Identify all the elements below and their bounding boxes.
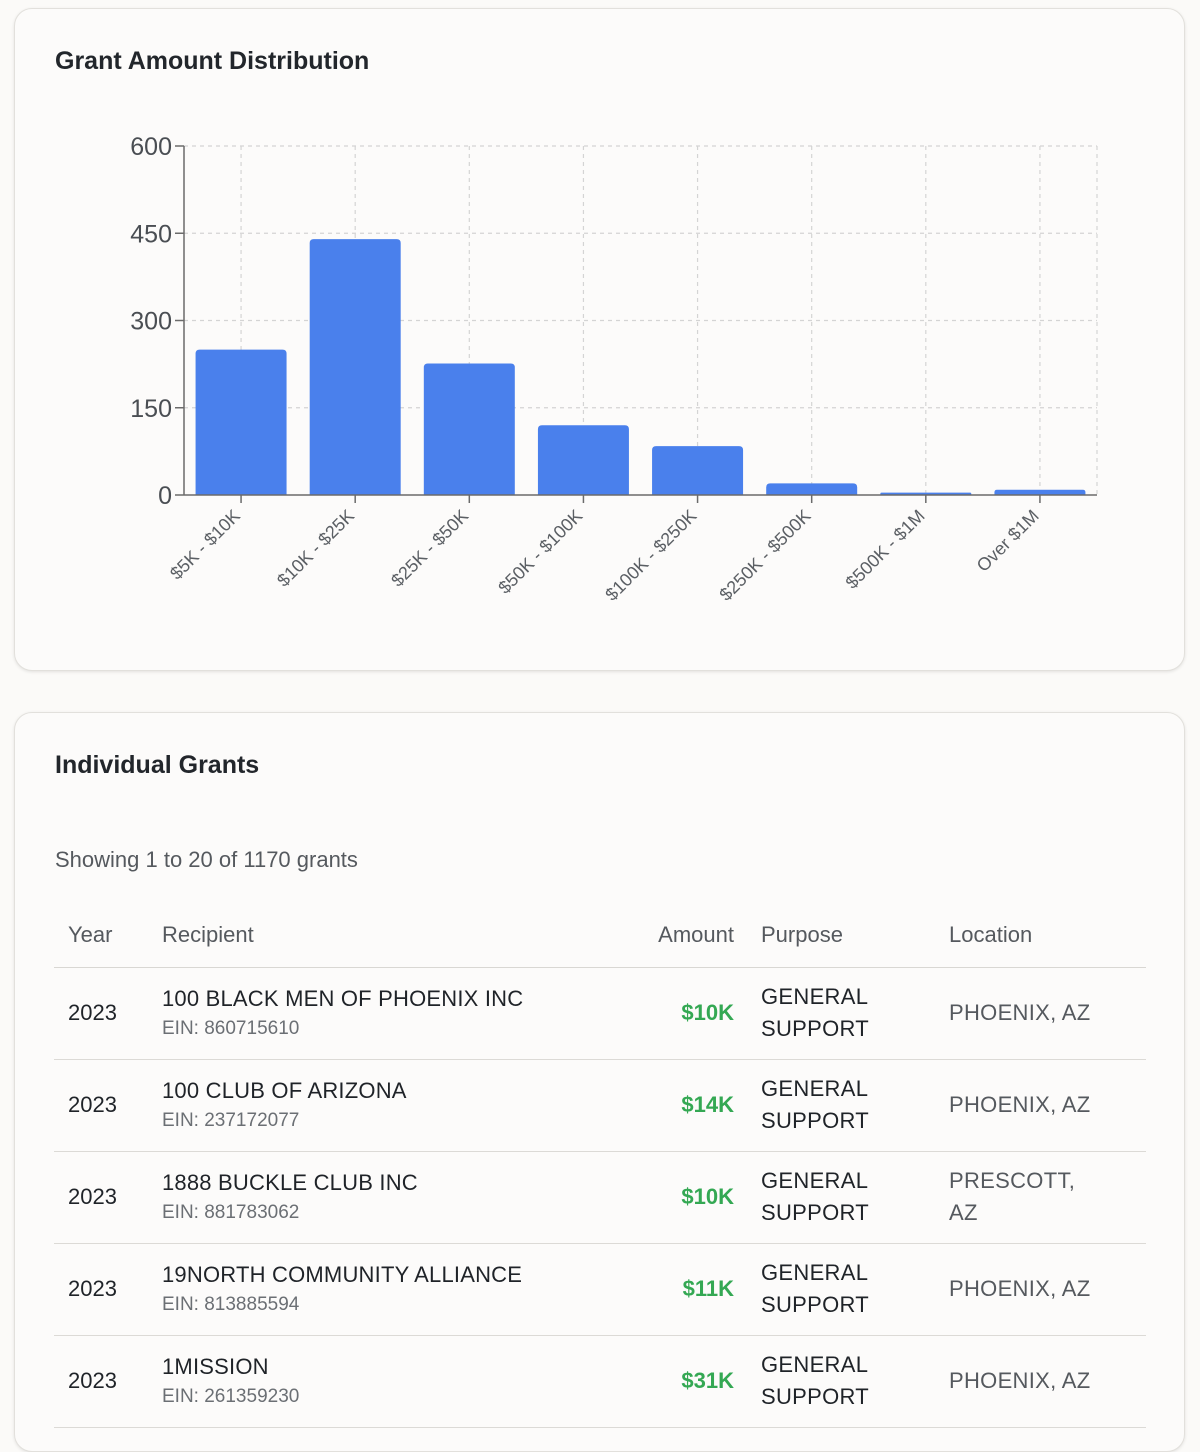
x-tick-label: $5K - $10K: [166, 506, 244, 584]
row-location: PHOENIX, AZ: [949, 1243, 1146, 1336]
table-row[interactable]: 2023 1MISSION EIN: 261359230 $31K GENERAL SU…: [54, 1335, 1146, 1428]
row-recipient: 100 BLACK MEN OF PHOENIX INC EIN: 8607156…: [162, 967, 630, 1060]
bar-chart: 0 150 300 450 600 $5K - $10K $10K - $25K $25K -…: [130, 133, 1098, 605]
location-value: PRESCOTT, AZ: [949, 1168, 1076, 1225]
amount-value: $10K: [681, 1184, 734, 1209]
y-tick-label: 300: [130, 308, 172, 336]
row-year: 2023: [54, 967, 162, 1060]
row-location: PHOENIX, AZ: [949, 967, 1146, 1060]
row-year: 2023: [54, 1243, 162, 1336]
y-tick-label: 450: [130, 220, 172, 248]
row-amount: $10K: [630, 967, 734, 1060]
recipient-name[interactable]: 19NORTH COMMUNITY ALLIANCE: [162, 1262, 523, 1287]
bar: [994, 489, 1086, 495]
column-header-recipient[interactable]: Recipient: [162, 903, 630, 968]
bar: [309, 239, 401, 495]
recipient-ein: EIN: 237172077: [162, 1110, 300, 1131]
row-purpose: GENERAL SUPPORT: [734, 1243, 949, 1336]
table-row[interactable]: 2023 19NORTH COMMUNITY ALLIANCE EIN: 81388…: [54, 1243, 1146, 1336]
column-header-amount[interactable]: Amount: [630, 903, 734, 968]
row-purpose: GENERAL SUPPORT: [734, 1335, 949, 1428]
row-recipient: 1888 BUCKLE CLUB INC EIN: 881783062: [162, 1151, 630, 1244]
location-value: PHOENIX, AZ: [949, 1000, 1091, 1025]
row-amount: $10K: [630, 1151, 734, 1244]
bar: [195, 349, 287, 495]
row-year: 2023: [54, 1335, 162, 1428]
x-tick-label: $500K - $1M: [842, 506, 929, 593]
y-tick-label: 600: [130, 133, 172, 161]
bar: [766, 483, 858, 495]
bar: [423, 363, 515, 495]
chart-title: Grant Amount Distribution: [55, 47, 370, 75]
row-recipient: 1MISSION EIN: 261359230: [162, 1335, 630, 1428]
y-tick-label: 150: [130, 395, 172, 423]
chart-card: Grant Amount Distribution 0 150 300 450 600 $…: [14, 8, 1185, 671]
amount-value: $14K: [681, 1092, 734, 1117]
column-header-purpose[interactable]: Purpose: [734, 903, 949, 968]
x-tick-label: $250K - $500K: [715, 506, 814, 605]
location-value: PHOENIX, AZ: [949, 1276, 1091, 1301]
recipient-name[interactable]: 100 CLUB OF ARIZONA: [162, 1078, 407, 1103]
row-location: PHOENIX, AZ: [949, 1059, 1146, 1152]
location-value: PHOENIX, AZ: [949, 1368, 1091, 1393]
purpose-value: GENERAL SUPPORT: [761, 1076, 870, 1133]
column-header-year[interactable]: Year: [54, 903, 162, 968]
recipient-ein: EIN: 261359230: [162, 1386, 300, 1407]
amount-value: $31K: [681, 1368, 734, 1393]
recipient-ein: EIN: 881783062: [162, 1202, 300, 1223]
y-tick-label: 0: [158, 482, 172, 510]
recipient-ein: EIN: 813885594: [162, 1294, 300, 1315]
pagination-summary: Showing 1 to 20 of 1170 grants: [55, 847, 358, 872]
table-body: 2023 100 BLACK MEN OF PHOENIX INC EIN: 860…: [54, 967, 1146, 1428]
grants-card: Individual Grants Showing 1 to 20 of 117…: [14, 712, 1185, 1452]
recipient-name[interactable]: 100 BLACK MEN OF PHOENIX INC: [162, 986, 524, 1011]
x-tick-label: $50K - $100K: [494, 506, 586, 598]
purpose-value: GENERAL SUPPORT: [761, 984, 870, 1041]
row-amount: $11K: [630, 1243, 734, 1336]
row-amount: $14K: [630, 1059, 734, 1152]
purpose-value: GENERAL SUPPORT: [761, 1260, 870, 1317]
grants-title: Individual Grants: [55, 751, 260, 779]
row-purpose: GENERAL SUPPORT: [734, 1059, 949, 1152]
x-tick-label: Over $1M: [973, 506, 1043, 576]
row-year: 2023: [54, 1059, 162, 1152]
row-recipient: 100 CLUB OF ARIZONA EIN: 237172077: [162, 1059, 630, 1152]
table-row[interactable]: 2023 1888 BUCKLE CLUB INC EIN: 881783062 $1…: [54, 1151, 1146, 1244]
row-location: PRESCOTT, AZ: [949, 1151, 1146, 1244]
row-location: PHOENIX, AZ: [949, 1335, 1146, 1428]
row-purpose: GENERAL SUPPORT: [734, 1151, 949, 1244]
table-header-row: Year Recipient Amount Purpose Location: [54, 903, 1146, 968]
x-tick-label: $100K - $250K: [601, 506, 700, 605]
location-value: PHOENIX, AZ: [949, 1092, 1091, 1117]
grants-table: Year Recipient Amount Purpose Location 2…: [54, 903, 1146, 1428]
column-header-location[interactable]: Location: [949, 903, 1146, 968]
purpose-value: GENERAL SUPPORT: [761, 1168, 870, 1225]
row-recipient: 19NORTH COMMUNITY ALLIANCE EIN: 813885594: [162, 1243, 630, 1336]
row-year: 2023: [54, 1151, 162, 1244]
x-tick-label: $25K - $50K: [387, 506, 472, 591]
amount-value: $11K: [682, 1276, 734, 1301]
purpose-value: GENERAL SUPPORT: [761, 1352, 870, 1409]
x-tick-label: $10K - $25K: [273, 506, 358, 591]
bar: [652, 446, 744, 495]
recipient-name[interactable]: 1888 BUCKLE CLUB INC: [162, 1170, 418, 1195]
row-amount: $31K: [630, 1335, 734, 1428]
bar: [537, 425, 629, 495]
row-purpose: GENERAL SUPPORT: [734, 967, 949, 1060]
table-row[interactable]: 2023 100 CLUB OF ARIZONA EIN: 237172077 $14…: [54, 1059, 1146, 1152]
recipient-ein: EIN: 860715610: [162, 1018, 300, 1039]
amount-value: $10K: [681, 1000, 734, 1025]
recipient-name[interactable]: 1MISSION: [162, 1354, 269, 1379]
table-row[interactable]: 2023 100 BLACK MEN OF PHOENIX INC EIN: 860…: [54, 967, 1146, 1060]
